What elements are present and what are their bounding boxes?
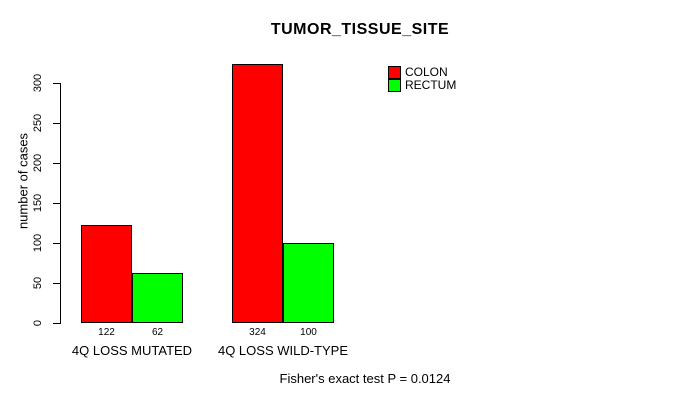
bar-value-label: 100 xyxy=(300,327,317,338)
y-axis-tick-label: 50 xyxy=(32,276,44,290)
y-axis-tick-label: 100 xyxy=(32,233,44,253)
y-axis-tick xyxy=(53,163,60,164)
chart-title: TUMOR_TISSUE_SITE xyxy=(270,21,450,38)
legend-label: COLON xyxy=(405,65,448,79)
category-label: 4Q LOSS WILD-TYPE xyxy=(217,343,349,358)
y-axis-tick-label: 300 xyxy=(32,73,44,93)
bar-value-label: 324 xyxy=(249,327,266,338)
bar-rectum xyxy=(132,273,183,323)
bar-colon xyxy=(81,225,132,323)
bar-colon xyxy=(232,64,283,323)
bar-value-label: 122 xyxy=(98,327,115,338)
legend-swatch-rectum xyxy=(388,79,401,92)
y-axis-tick-label: 250 xyxy=(32,113,44,133)
legend-item: RECTUM xyxy=(388,79,456,92)
y-axis-tick xyxy=(53,243,60,244)
y-axis-tick xyxy=(53,203,60,204)
y-axis-tick xyxy=(53,323,60,324)
y-axis-line xyxy=(60,83,61,324)
y-axis-tick-label: 0 xyxy=(32,319,44,327)
bar-value-label: 62 xyxy=(151,327,164,338)
y-axis-tick xyxy=(53,123,60,124)
y-axis-tick xyxy=(53,283,60,284)
legend: COLON RECTUM xyxy=(388,66,456,92)
y-axis-label: number of cases xyxy=(15,132,31,230)
legend-swatch-colon xyxy=(388,66,401,79)
legend-item: COLON xyxy=(388,66,456,79)
annotation-text: Fisher's exact test P = 0.0124 xyxy=(279,371,451,386)
y-axis-tick xyxy=(53,83,60,84)
legend-label: RECTUM xyxy=(405,78,457,92)
category-label: 4Q LOSS MUTATED xyxy=(71,343,193,358)
y-axis-tick-label: 200 xyxy=(32,153,44,173)
y-axis-tick-label: 150 xyxy=(32,193,44,213)
bar-rectum xyxy=(283,243,334,323)
